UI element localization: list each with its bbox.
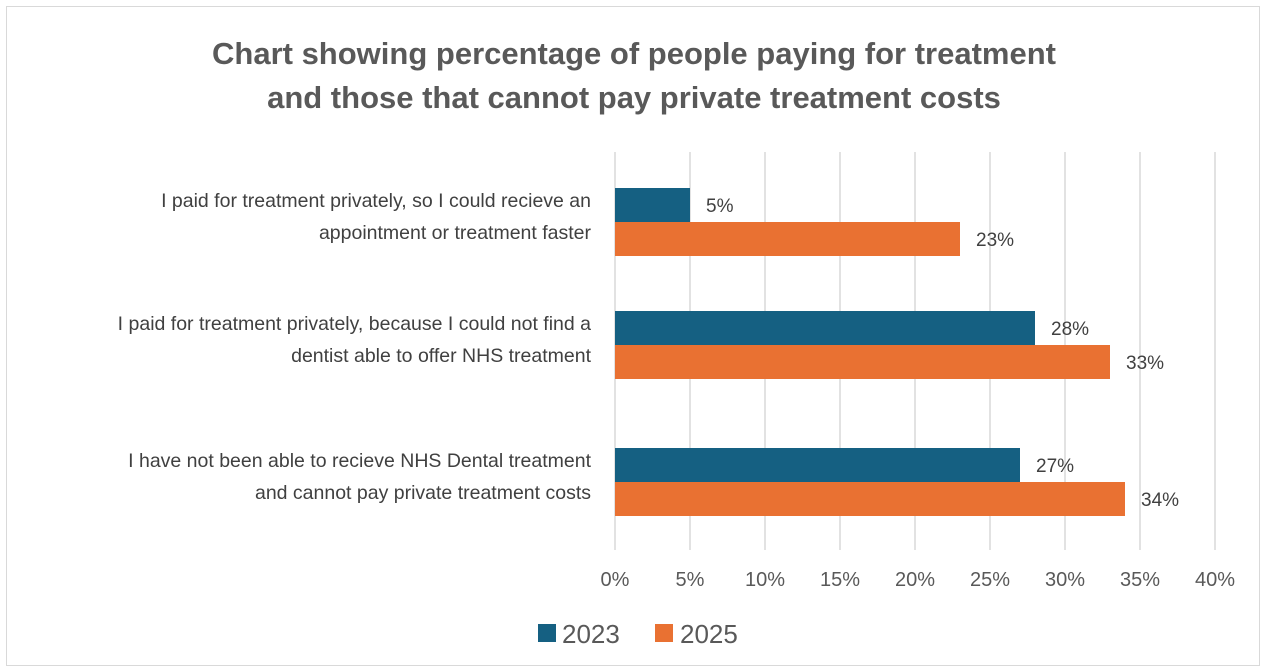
category-label-1-line-2: appointment or treatment faster	[319, 222, 592, 244]
legend: 2023 2025	[538, 619, 738, 649]
category-labels: I paid for treatment privately, so I cou…	[118, 190, 592, 504]
chart-title-line-2: and those that cannot pay private treatm…	[267, 80, 1001, 115]
x-tick-label: 25%	[970, 569, 1010, 591]
bar-2023-category-3	[615, 448, 1020, 482]
category-label-2-line-2: dentist able to offer NHS treatment	[291, 345, 591, 367]
data-label-2023-category-2: 28%	[1051, 319, 1089, 340]
category-label-1-line-1: I paid for treatment privately, so I cou…	[161, 190, 591, 212]
data-label-2025-category-2: 33%	[1126, 353, 1164, 374]
legend-swatch-2025	[655, 624, 673, 642]
category-label-3-line-1: I have not been able to recieve NHS Dent…	[128, 450, 591, 472]
x-tick-label: 15%	[820, 569, 860, 591]
x-tick-label: 30%	[1045, 569, 1085, 591]
legend-label-2023: 2023	[562, 619, 620, 649]
x-axis-tick-labels: 0% 5% 10% 15% 20% 25% 30% 35% 40%	[601, 569, 1236, 591]
bar-2023-category-2	[615, 311, 1035, 345]
data-label-2025-category-1: 23%	[976, 230, 1014, 251]
category-label-2-line-1: I paid for treatment privately, because …	[118, 313, 591, 335]
chart-title-line-1: Chart showing percentage of people payin…	[212, 36, 1056, 71]
x-tick-label: 35%	[1120, 569, 1160, 591]
bars	[615, 188, 1125, 516]
x-tick-label: 5%	[676, 569, 705, 591]
bar-2025-category-1	[615, 222, 960, 256]
data-labels: 5% 23% 28% 33% 27% 34%	[706, 196, 1179, 511]
chart-title: Chart showing percentage of people payin…	[0, 32, 1268, 120]
bar-2025-category-2	[615, 345, 1110, 379]
bar-2023-category-1	[615, 188, 690, 222]
legend-label-2025: 2025	[680, 619, 738, 649]
bar-2025-category-3	[615, 482, 1125, 516]
category-label-3-line-2: and cannot pay private treatment costs	[255, 482, 591, 504]
legend-swatch-2023	[538, 624, 556, 642]
data-label-2023-category-1: 5%	[706, 196, 734, 217]
data-label-2025-category-3: 34%	[1141, 490, 1179, 511]
x-tick-label: 10%	[745, 569, 785, 591]
data-label-2023-category-3: 27%	[1036, 456, 1074, 477]
x-tick-label: 0%	[601, 569, 630, 591]
x-tick-label: 40%	[1195, 569, 1235, 591]
x-tick-label: 20%	[895, 569, 935, 591]
